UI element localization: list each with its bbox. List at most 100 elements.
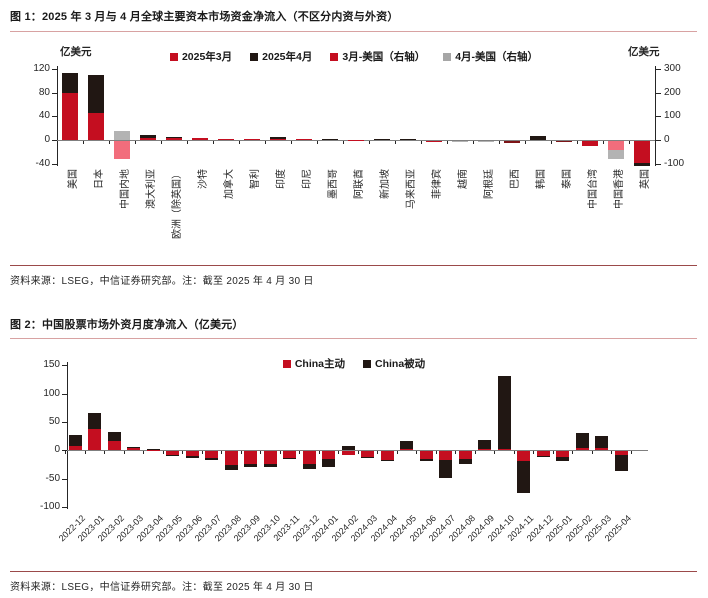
figure1-bar-segment [452,141,468,143]
figure2-x-tick [104,451,106,455]
figure2-x-tick [318,451,320,455]
figure1-x-tick [551,141,552,144]
figure1-x-tick [135,141,136,144]
figure1-x-tick [343,141,344,144]
figure2-x-tick [435,451,437,455]
figure1-legend-item: 4月-美国（右轴） [443,49,538,64]
figure1-x-tick [447,141,448,144]
figure1-bar-segment [426,141,442,142]
figure2-x-tick [221,451,223,455]
figure1-bar-segment [88,113,104,140]
figure1-bar-segment [62,73,78,93]
figure1-x-tick [239,141,240,144]
figure2-bar-segment [185,451,199,456]
figure2-x-tick [630,451,632,455]
figure1-x-tick [57,141,58,144]
figure2-bar-segment [458,459,472,465]
figure1-bar-segment [62,92,78,140]
figure1-category-label-text: 欧洲（除英国） [172,169,183,239]
figure2-x-tick [338,451,340,455]
figure2-x-tick [143,451,145,455]
figure2-bar-segment [419,458,433,462]
figure2-x-tick [552,451,554,455]
figure1-right-tick-label: -100 [664,157,685,169]
figure1-bar-segment [140,135,156,138]
figure2-x-tick [357,451,359,455]
figure1-x-tick [603,141,604,144]
figure2-bar-segment [283,451,296,458]
figure1-category-label-text: 日本 [94,169,105,189]
figure1-category-label-text: 阿联酋 [354,169,365,199]
figure1-x-tick [265,141,266,144]
figure1-x-tick [369,141,370,144]
figure1-category-label-text: 泰国 [562,169,573,189]
figure1-right-tick-label: 200 [664,86,681,98]
figure2-bar-segment [205,457,218,460]
figure1-category-label-text: 越南 [458,169,469,189]
figure2-bar-segment [185,455,199,458]
figure2-x-tick [299,451,301,455]
figure2-bar-segment [322,459,335,468]
figure2-bar-segment [595,448,608,451]
figure1-bar-segment [374,138,390,140]
figure2-source: 资料来源：LSEG，中信证券研究部。注：截至 2025 年 4 月 30 日 [10,571,697,593]
figure2-bar-segment [107,441,121,451]
figure1-right-tick-label: 0 [664,134,670,145]
figure2-x-tick [201,451,203,455]
figure2-bar-segment [478,448,491,451]
figure2-x-tick [240,451,242,455]
figure2-left-tick-label: -100 [39,500,60,512]
figure1-bar-segment [556,141,572,143]
figure2-x-tick [396,451,398,455]
figure1-bar-segment [270,137,286,140]
figure2-bar-segment [556,456,569,462]
figure2-x-tick [182,451,184,455]
figure1-bar-segment [348,139,364,141]
figure1-x-tick [421,141,422,144]
figure2-bar-segment [439,451,452,461]
figure2-bar-segment [497,375,511,449]
figure2-bar-segment [302,451,316,464]
figure1-bar-segment [504,141,520,143]
figure1-bar-segment [634,141,650,164]
figure1-x-tick [161,141,162,144]
figure1-x-tick [109,141,110,144]
figure1-left-tick [52,163,57,165]
figure2-bar-segment [536,455,550,457]
figure1-category-label-text: 沙特 [198,169,209,189]
legend-swatch-icon [282,359,291,368]
figure2-x-tick [377,451,379,455]
figure1-bar-segment [192,138,208,140]
figure1-category-label-text: 巴西 [510,169,521,189]
figure2-left-tick-label: -50 [45,472,60,484]
figure1-x-tick [525,141,526,144]
figure2-bar-segment [439,460,452,479]
figure1-category-label-text: 中国香港 [614,169,625,209]
figure1-legend: 2025年3月 2025年4月 3月-美国（右轴） 4月-美国（右轴） [0,49,708,64]
figure1-bar-segment [478,141,494,142]
figure2-x-tick [162,451,164,455]
legend-swatch-icon [250,52,259,61]
figure1-legend-item: 2025年3月 [169,49,232,64]
figure2-x-tick [260,451,262,455]
figure2-left-tick [62,422,67,423]
figure1-category-label-text: 阿根廷 [484,169,495,199]
figure2-x-tick [65,451,67,455]
figure1-category-label-text: 新加坡 [380,169,391,199]
figure1-right-axis-unit: 亿美元 [628,46,660,58]
figure1-x-tick [655,141,656,144]
legend-label: 4月-美国（右轴） [455,51,539,63]
figure2-bar-segment [575,448,589,451]
figure1-right-axis-spine [655,66,656,166]
figure2-left-tick-label: 100 [43,387,60,399]
figure2-bar-segment [107,432,121,442]
figure2-bar-segment [517,451,530,461]
figure1-left-tick [52,92,57,94]
figure2-x-tick [416,451,418,455]
figure1-bar-segment [530,136,546,140]
figure2-x-tick [279,451,281,455]
legend-swatch-icon [363,359,371,368]
figure1-right-tick [656,163,661,165]
figure1-left-tick-label: -40 [35,157,50,169]
